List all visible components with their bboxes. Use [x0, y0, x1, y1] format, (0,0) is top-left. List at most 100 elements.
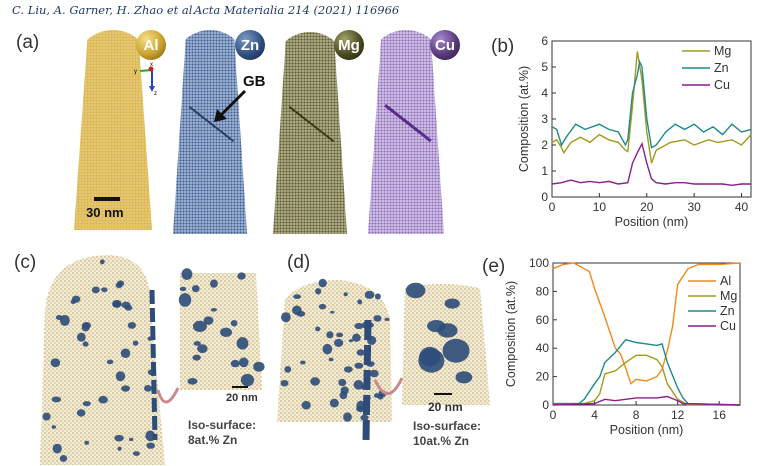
y-tick-label: 20 [536, 370, 550, 384]
legend-label-mg: Mg [714, 44, 731, 58]
zn-precipitate [99, 259, 105, 265]
zn-precipitate [318, 278, 327, 288]
zn-precipitate [240, 373, 255, 387]
plot-frame [552, 262, 741, 406]
apt-map-mg [273, 32, 347, 234]
zn-precipitate [339, 391, 348, 400]
zn-precipitate [106, 359, 114, 365]
y-tick-label: 4 [541, 86, 548, 100]
zn-precipitate [117, 446, 122, 451]
scale-bar-label-d: 20 nm [428, 400, 463, 414]
zn-precipitate [348, 339, 354, 343]
zn-precipitate [120, 348, 131, 359]
iso-surface-renderings [40, 255, 490, 465]
panel-label-d: (d) [287, 252, 311, 273]
x-tick-label: 8 [633, 408, 640, 422]
zn-precipitate [310, 377, 320, 386]
zn-precipitate [336, 332, 344, 338]
zn-precipitate [70, 299, 76, 305]
zn-precipitate [143, 385, 152, 392]
y-tick-label: 6 [541, 34, 548, 48]
element-badge-cu: Cu [430, 30, 460, 60]
y-tick-label: 40 [536, 341, 550, 355]
zn-precipitate [328, 357, 334, 362]
y-tick-label: 5 [541, 60, 548, 74]
zn-precipitate [237, 272, 246, 280]
apt-map-cu [368, 30, 444, 234]
zn-precipitate [374, 293, 381, 300]
x-axis-label: Position (nm) [615, 215, 689, 229]
element-badge-zn: Zn [235, 30, 265, 60]
zn-precipitate [42, 412, 51, 421]
zn-precipitate [76, 409, 86, 417]
legend-label-zn: Zn [720, 304, 735, 318]
y-tick-label: 1 [541, 164, 548, 178]
zn-precipitate [51, 425, 57, 429]
element-symbol: Mg [338, 36, 360, 54]
zn-precipitate [132, 340, 139, 346]
y-tick-label: 0 [541, 190, 548, 204]
zn-precipitate [187, 377, 198, 385]
iso-title-c: Iso-surface: [188, 418, 257, 432]
zn-precipitate [127, 321, 137, 329]
scale-bar-d [434, 393, 452, 395]
volume-c-main [40, 255, 165, 465]
series-line-zn [551, 59, 752, 149]
zn-precipitate [51, 396, 62, 403]
zn-precipitate [292, 305, 302, 315]
zn-precipitate [52, 443, 62, 454]
zn-precipitate [230, 319, 238, 327]
zn-precipitate [220, 327, 233, 337]
panel-label-e: (e) [482, 256, 506, 277]
scale-bar-c [232, 386, 248, 388]
rotate-arrow-c-icon [156, 387, 180, 404]
y-tick-label: 0 [542, 398, 549, 412]
axis-y-label: y [134, 69, 137, 75]
zn-precipitate [112, 300, 122, 308]
zn-precipitate [343, 412, 352, 422]
zn-precipitate [326, 331, 334, 339]
y-tick-label: 3 [541, 112, 548, 126]
y-tick-label: 60 [536, 313, 550, 327]
zn-precipitate [442, 338, 470, 363]
zn-precipitate [300, 360, 306, 365]
y-axis-label: Composition (at.%) [504, 281, 518, 387]
zn-precipitate [353, 379, 364, 390]
zn-precipitate [146, 442, 155, 449]
zn-precipitate [281, 312, 291, 323]
zn-precipitate [322, 343, 333, 355]
zn-precipitate [132, 451, 140, 457]
series-line-al [552, 262, 741, 385]
zn-precipitate [357, 299, 363, 305]
zn-precipitate [117, 280, 125, 287]
chart-b: 0 10 20 30 40 0 1 2 3 4 5 6 Position (nm) Composition… [517, 34, 752, 229]
x-tick-label: 40 [735, 200, 749, 214]
zn-precipitate [76, 332, 86, 342]
zn-precipitate [373, 315, 382, 322]
zn-precipitate [444, 298, 460, 309]
zn-precipitate [230, 359, 240, 368]
zn-precipitate [329, 398, 339, 408]
x-tick-label: 10 [593, 200, 607, 214]
zn-precipitate [191, 285, 200, 293]
apt-map-zn [173, 30, 247, 234]
zn-precipitate [280, 379, 289, 387]
zn-precipitate [338, 378, 347, 387]
zn-precipitate [239, 357, 249, 368]
zn-precipitate [209, 279, 218, 288]
zn-precipitate [128, 437, 134, 441]
series-line-zn [553, 338, 741, 406]
zn-precipitate [84, 440, 90, 445]
zn-precipitate [192, 354, 201, 361]
y-tick-label: 80 [536, 284, 550, 298]
x-tick-label: 4 [591, 408, 598, 422]
zn-precipitate [210, 307, 217, 312]
zn-precipitate [330, 310, 335, 314]
zn-precipitate [343, 366, 353, 373]
y-tick-label: 100 [529, 256, 549, 270]
authors: C. Liu, A. Garner, H. Zhao et al. [12, 3, 197, 17]
panel-label-b: (b) [491, 36, 515, 57]
zn-precipitate [284, 365, 292, 373]
zn-precipitate [178, 293, 192, 307]
